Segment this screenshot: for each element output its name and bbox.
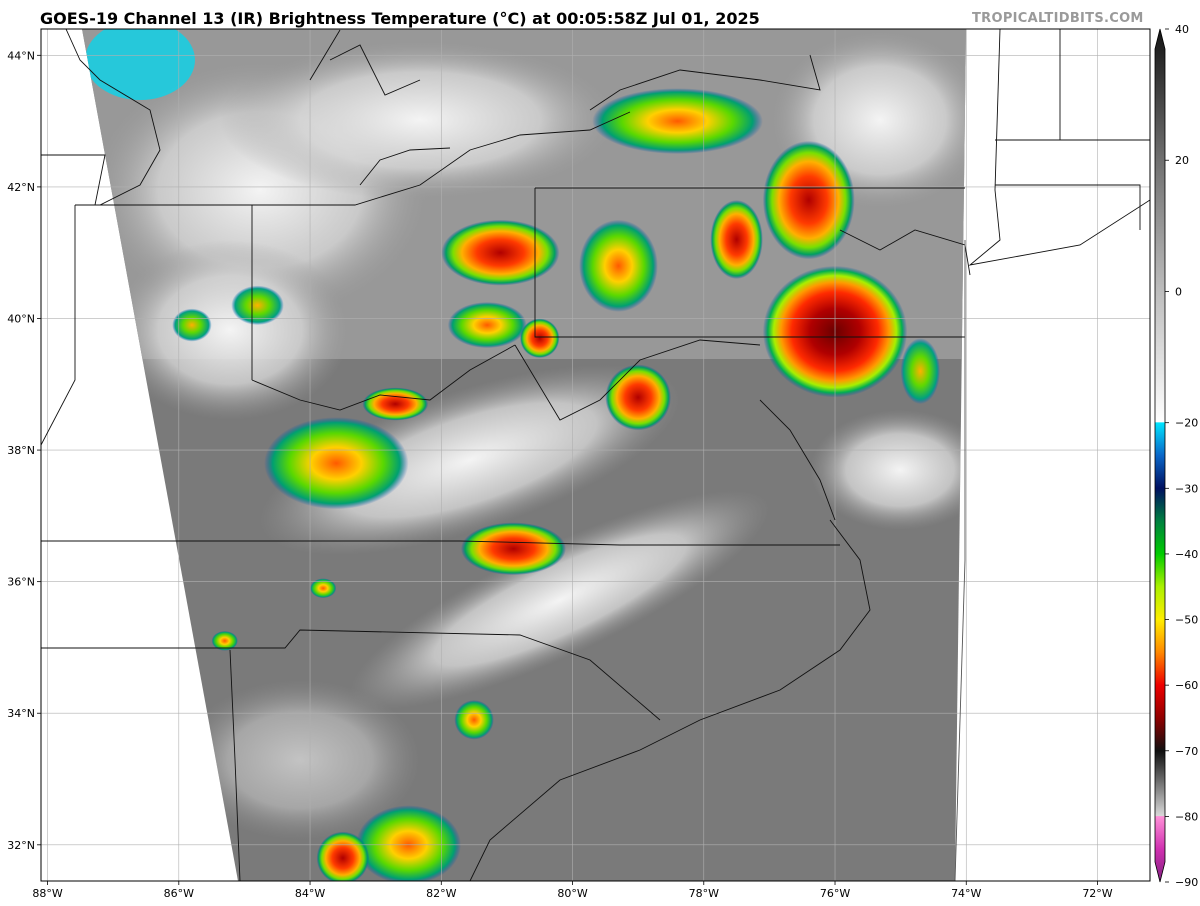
storm-cell-5	[441, 219, 560, 286]
lat-tick-label: 42°N	[7, 181, 35, 194]
lon-tick-label: 82°W	[426, 887, 456, 900]
lon-tick-label: 78°W	[689, 887, 719, 900]
chesapeake-coast	[759, 399, 836, 521]
lat-tick-label: 38°N	[7, 444, 35, 457]
storm-cell-6	[579, 219, 658, 312]
lon-tick-label: 84°W	[295, 887, 325, 900]
lake-michigan-shore	[65, 29, 161, 206]
nj-border	[839, 229, 971, 276]
credit-watermark: TROPICALTIDBITS.COM	[972, 11, 1144, 26]
plot-frame	[40, 28, 1151, 882]
colorbar-tick-label: −30	[1175, 482, 1198, 495]
storm-cell-8	[520, 318, 560, 358]
pa-md-border	[534, 188, 965, 338]
lake-erie-north	[359, 147, 451, 186]
storm-cell-19	[310, 578, 337, 599]
wv-va-border	[514, 339, 761, 421]
colorbar-tick-label: −40	[1175, 548, 1198, 561]
latitude-axis: 32°N 34°N 36°N 38°N 40°N 42°N 44°N	[7, 49, 41, 852]
storm-cell-3	[710, 200, 763, 280]
swath-east-edge	[954, 240, 966, 881]
storm-cell-9	[605, 364, 671, 431]
storm-cell-7	[447, 302, 527, 349]
storm-cell-14	[231, 285, 284, 326]
map-title: GOES-19 Channel 13 (IR) Brightness Tempe…	[40, 9, 760, 28]
lat-tick-label: 36°N	[7, 576, 35, 589]
storm-cell-20	[211, 630, 238, 651]
colorbar-tick-label: −50	[1175, 614, 1198, 627]
colorbar-tick-label: −20	[1175, 417, 1198, 430]
storm-cell-4	[592, 88, 763, 155]
colorbar-tick-label: 40	[1175, 23, 1189, 36]
va-nc-border	[41, 540, 840, 546]
storm-cell-18	[900, 338, 941, 405]
lat-tick-label: 34°N	[7, 707, 35, 720]
lat-tick-label: 32°N	[7, 839, 35, 852]
colorbar-tick-label: 0	[1175, 285, 1182, 298]
lake-erie-shore	[252, 111, 631, 206]
lat-tick-label: 44°N	[7, 49, 35, 62]
lon-tick-label: 80°W	[557, 887, 587, 900]
colorbar: 40 20 0 −20 −30 −40 −50 −60 −70 −80 −90	[1154, 23, 1198, 889]
boundary-lines	[41, 29, 1150, 881]
lon-tick-label: 72°W	[1082, 887, 1112, 900]
lake-huron-shore	[309, 29, 421, 96]
tn-ga-border	[41, 629, 661, 721]
longitude-axis: 88°W 86°W 84°W 82°W 80°W 78°W 76°W 74°W 72°W	[32, 881, 1113, 900]
new-england-borders	[995, 29, 1150, 230]
storm-cell-10	[362, 387, 429, 421]
colorbar-tick-label: 20	[1175, 154, 1189, 167]
lon-tick-label: 88°W	[32, 887, 62, 900]
colorbar-tick-label: −70	[1175, 745, 1198, 758]
lake-ontario-shore	[589, 54, 821, 111]
storm-cell-15	[454, 700, 494, 740]
storm-cell-12	[460, 522, 566, 576]
ohio-river	[251, 344, 516, 411]
storm-cell-13	[172, 308, 212, 342]
ir-imagery	[82, 29, 966, 881]
colorbar-ticks: 40 20 0 −20 −30 −40 −50 −60 −70 −80 −90	[1165, 23, 1198, 889]
storm-cell-17	[316, 831, 370, 881]
al-ga-border	[229, 649, 241, 881]
lon-tick-label: 86°W	[164, 887, 194, 900]
east-coast	[469, 519, 871, 881]
new-england-coast	[968, 29, 1150, 266]
lon-tick-label: 76°W	[820, 887, 850, 900]
colorbar-tick-label: −60	[1175, 679, 1198, 692]
colorbar-tick-label: −80	[1175, 810, 1198, 823]
state-border	[41, 154, 106, 206]
storm-cell-11	[264, 417, 409, 510]
colorbar-tick-label: −90	[1175, 876, 1198, 889]
storm-cell-2	[762, 140, 855, 260]
lat-tick-label: 40°N	[7, 312, 35, 325]
lat-lon-grid	[41, 29, 1150, 881]
lon-tick-label: 74°W	[951, 887, 981, 900]
illinois-indiana-border	[41, 205, 76, 446]
